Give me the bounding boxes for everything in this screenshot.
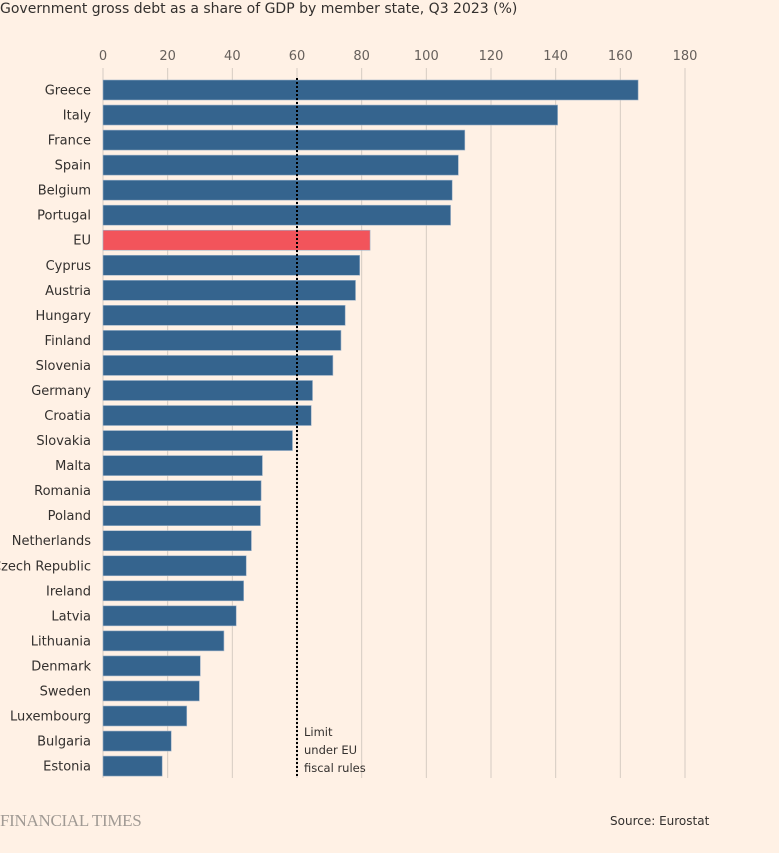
category-label: EU (73, 234, 91, 249)
category-label: Spain (55, 159, 91, 174)
category-label: Bulgaria (37, 735, 91, 750)
bar-germany (102, 380, 313, 401)
bar-malta (102, 455, 263, 476)
bar-sweden (102, 680, 200, 702)
x-tick-label: 160 (608, 49, 633, 64)
bar-finland (102, 330, 342, 351)
bar-croatia (102, 405, 312, 426)
bar-hungary (102, 305, 346, 326)
category-label: Greece (45, 84, 91, 99)
category-label: Romania (34, 484, 91, 499)
bar-cyprus (102, 254, 361, 276)
category-label: Malta (55, 459, 91, 474)
reference-line-label: under EU (304, 743, 357, 757)
category-label: Finland (45, 334, 91, 349)
bar-greece (102, 79, 639, 101)
bar-estonia (102, 755, 163, 777)
bar-bulgaria (102, 730, 172, 752)
category-label: Ireland (46, 584, 91, 599)
bar-france (102, 129, 466, 151)
bar-eu (102, 229, 371, 251)
bar-portugal (102, 204, 451, 226)
chart-title: Government gross debt as a share of GDP … (0, 1, 518, 17)
ft-logo: FINANCIAL TIMES (0, 811, 142, 830)
category-label: Germany (31, 384, 91, 399)
category-label: Denmark (31, 659, 91, 674)
category-label: Slovakia (36, 434, 91, 449)
bar-belgium (102, 179, 453, 201)
bar-slovenia (102, 355, 334, 376)
category-label: Austria (45, 284, 91, 299)
category-label: Latvia (51, 609, 91, 624)
category-label: Lithuania (31, 634, 91, 649)
reference-line-label: fiscal rules (304, 761, 366, 775)
bar-poland (102, 505, 261, 526)
category-label: Czech Republic (0, 559, 91, 574)
bar-italy (102, 104, 558, 126)
category-label: Belgium (38, 184, 91, 199)
bar-latvia (102, 605, 237, 627)
category-label: Cyprus (46, 259, 92, 274)
category-label: Hungary (35, 309, 91, 324)
category-label: Estonia (43, 760, 91, 775)
x-tick-label: 0 (99, 49, 107, 64)
bar-denmark (102, 655, 201, 677)
x-tick-label: 140 (543, 49, 568, 64)
category-label: Italy (63, 109, 92, 124)
x-tick-label: 180 (673, 49, 698, 64)
x-tick-label: 20 (159, 49, 176, 64)
bar-austria (102, 280, 356, 301)
reference-line-label: Limit (304, 725, 333, 739)
bar-luxembourg (102, 705, 188, 727)
category-label: Netherlands (12, 534, 91, 549)
source-note: Source: Eurostat (610, 814, 710, 828)
bar-slovakia (102, 430, 293, 451)
bar-czech-republic (102, 555, 247, 577)
bar-ireland (102, 580, 244, 602)
x-tick-label: 120 (479, 49, 504, 64)
x-tick-label: 80 (353, 49, 370, 64)
category-label: France (48, 134, 91, 149)
bar-romania (102, 480, 262, 501)
category-label: Luxembourg (10, 710, 91, 725)
x-tick-label: 40 (224, 49, 241, 64)
bar-chart: 0 20 40 60 80 100 120 140 160 180 Greece Italy Franc… (0, 49, 698, 778)
x-tick-label: 60 (289, 49, 306, 64)
bar-netherlands (102, 530, 252, 552)
category-label: Slovenia (36, 359, 91, 374)
category-label: Sweden (40, 684, 91, 699)
x-tick-label: 100 (414, 49, 439, 64)
category-label: Poland (48, 509, 91, 524)
category-label: Portugal (37, 209, 91, 224)
category-label: Croatia (44, 409, 91, 424)
bar-lithuania (102, 630, 225, 652)
bar-spain (102, 154, 459, 176)
